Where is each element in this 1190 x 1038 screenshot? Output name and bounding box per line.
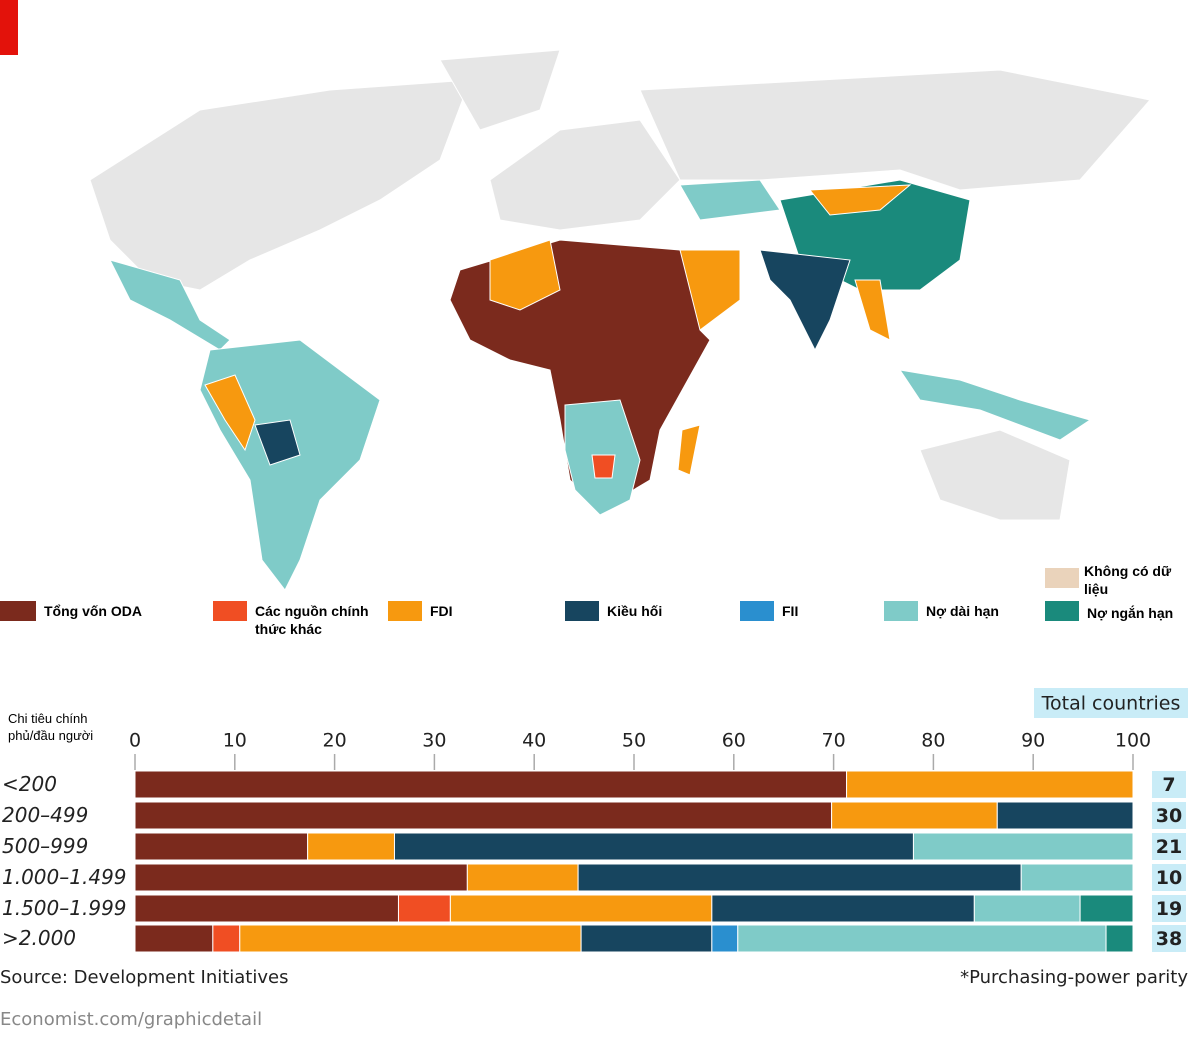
x-tick-label: 40 (522, 730, 546, 752)
brand-tag (0, 0, 18, 55)
footer: Economist.com/graphicdetail (0, 1009, 262, 1030)
y-tick-label: 1.500–1.999 (2, 896, 127, 920)
bar-segment (212, 924, 241, 953)
total-box (1152, 771, 1186, 798)
bar-segment (239, 924, 582, 953)
legend-swatch (740, 601, 774, 621)
y-tick-label: 500–999 (2, 834, 88, 858)
total-box (1152, 925, 1186, 952)
legend-swatch (884, 601, 918, 621)
x-tick-label: 60 (722, 730, 746, 752)
legend-label: Nợ dài hạn (926, 603, 999, 619)
legend-swatch (213, 601, 247, 621)
source: Source: Development Initiatives (0, 967, 288, 988)
legend-swatch (565, 601, 599, 621)
bar-segment (466, 863, 579, 892)
bar-segment (393, 832, 914, 861)
bar-segment (1020, 863, 1134, 892)
bar-segment (307, 832, 395, 861)
legend-label: Kiều hối (607, 603, 663, 619)
legend-label: FDI (430, 603, 453, 619)
world-map (89, 49, 1151, 591)
total-value: 30 (1156, 805, 1182, 827)
total-box (1152, 833, 1186, 860)
bar-segment (449, 894, 713, 923)
legend-swatch (0, 601, 36, 621)
total-value: 7 (1162, 774, 1175, 796)
total-value: 19 (1156, 898, 1182, 920)
bar-segment (134, 832, 309, 861)
bar-segment (580, 924, 713, 953)
legend-label: Các nguồn chính thức khác (255, 603, 369, 637)
x-tick-label: 80 (921, 730, 945, 752)
total-box (1152, 895, 1186, 922)
y-tick-label: >2.000 (2, 926, 76, 950)
bar-segment (846, 770, 1134, 799)
bar-segment (711, 894, 975, 923)
total-value: 38 (1156, 928, 1182, 950)
x-tick-label: 10 (223, 730, 247, 752)
bar-segment (973, 894, 1081, 923)
bar-segment (996, 801, 1134, 830)
bar-segment (134, 863, 468, 892)
y-axis-label: Chi tiêu chính phủ/đầu người (8, 711, 94, 743)
bar-segment (134, 924, 214, 953)
total-value: 10 (1156, 867, 1182, 889)
y-tick-label: <200 (2, 772, 57, 796)
bar-segment (134, 770, 848, 799)
bar-segment (1079, 894, 1134, 923)
totals-header: Total countries (1041, 693, 1181, 715)
x-tick-label: 0 (129, 730, 141, 752)
legend-swatch (1045, 568, 1079, 588)
legend-label: Không có dữ liệu (1084, 563, 1172, 597)
x-tick-label: 70 (822, 730, 846, 752)
bar-segment (134, 801, 833, 830)
y-tick-label: 200–499 (2, 803, 88, 827)
bar-segment (1105, 924, 1134, 953)
legend-label: Tổng vốn ODA (44, 603, 142, 619)
x-tick-label: 100 (1115, 730, 1151, 752)
total-box (1152, 802, 1186, 829)
x-tick-label: 20 (323, 730, 347, 752)
bar-segment (737, 924, 1107, 953)
x-tick-label: 30 (422, 730, 446, 752)
bar-segment (397, 894, 451, 923)
bar-segment (577, 863, 1022, 892)
x-tick-label: 90 (1021, 730, 1045, 752)
y-tick-label: 1.000–1.499 (2, 865, 127, 889)
legend-label: FII (782, 603, 799, 619)
total-box (1152, 864, 1186, 891)
bar-segment (831, 801, 998, 830)
bar-segment (912, 832, 1134, 861)
legend-label: Nợ ngắn hạn (1087, 605, 1174, 621)
legend-swatch (1045, 601, 1079, 621)
x-tick-label: 50 (622, 730, 646, 752)
note: *Purchasing-power parity (960, 967, 1188, 988)
bar-segment (134, 894, 399, 923)
total-value: 21 (1156, 836, 1182, 858)
legend-swatch (388, 601, 422, 621)
totals-header-box (1034, 688, 1188, 718)
bar-segment (711, 924, 739, 953)
